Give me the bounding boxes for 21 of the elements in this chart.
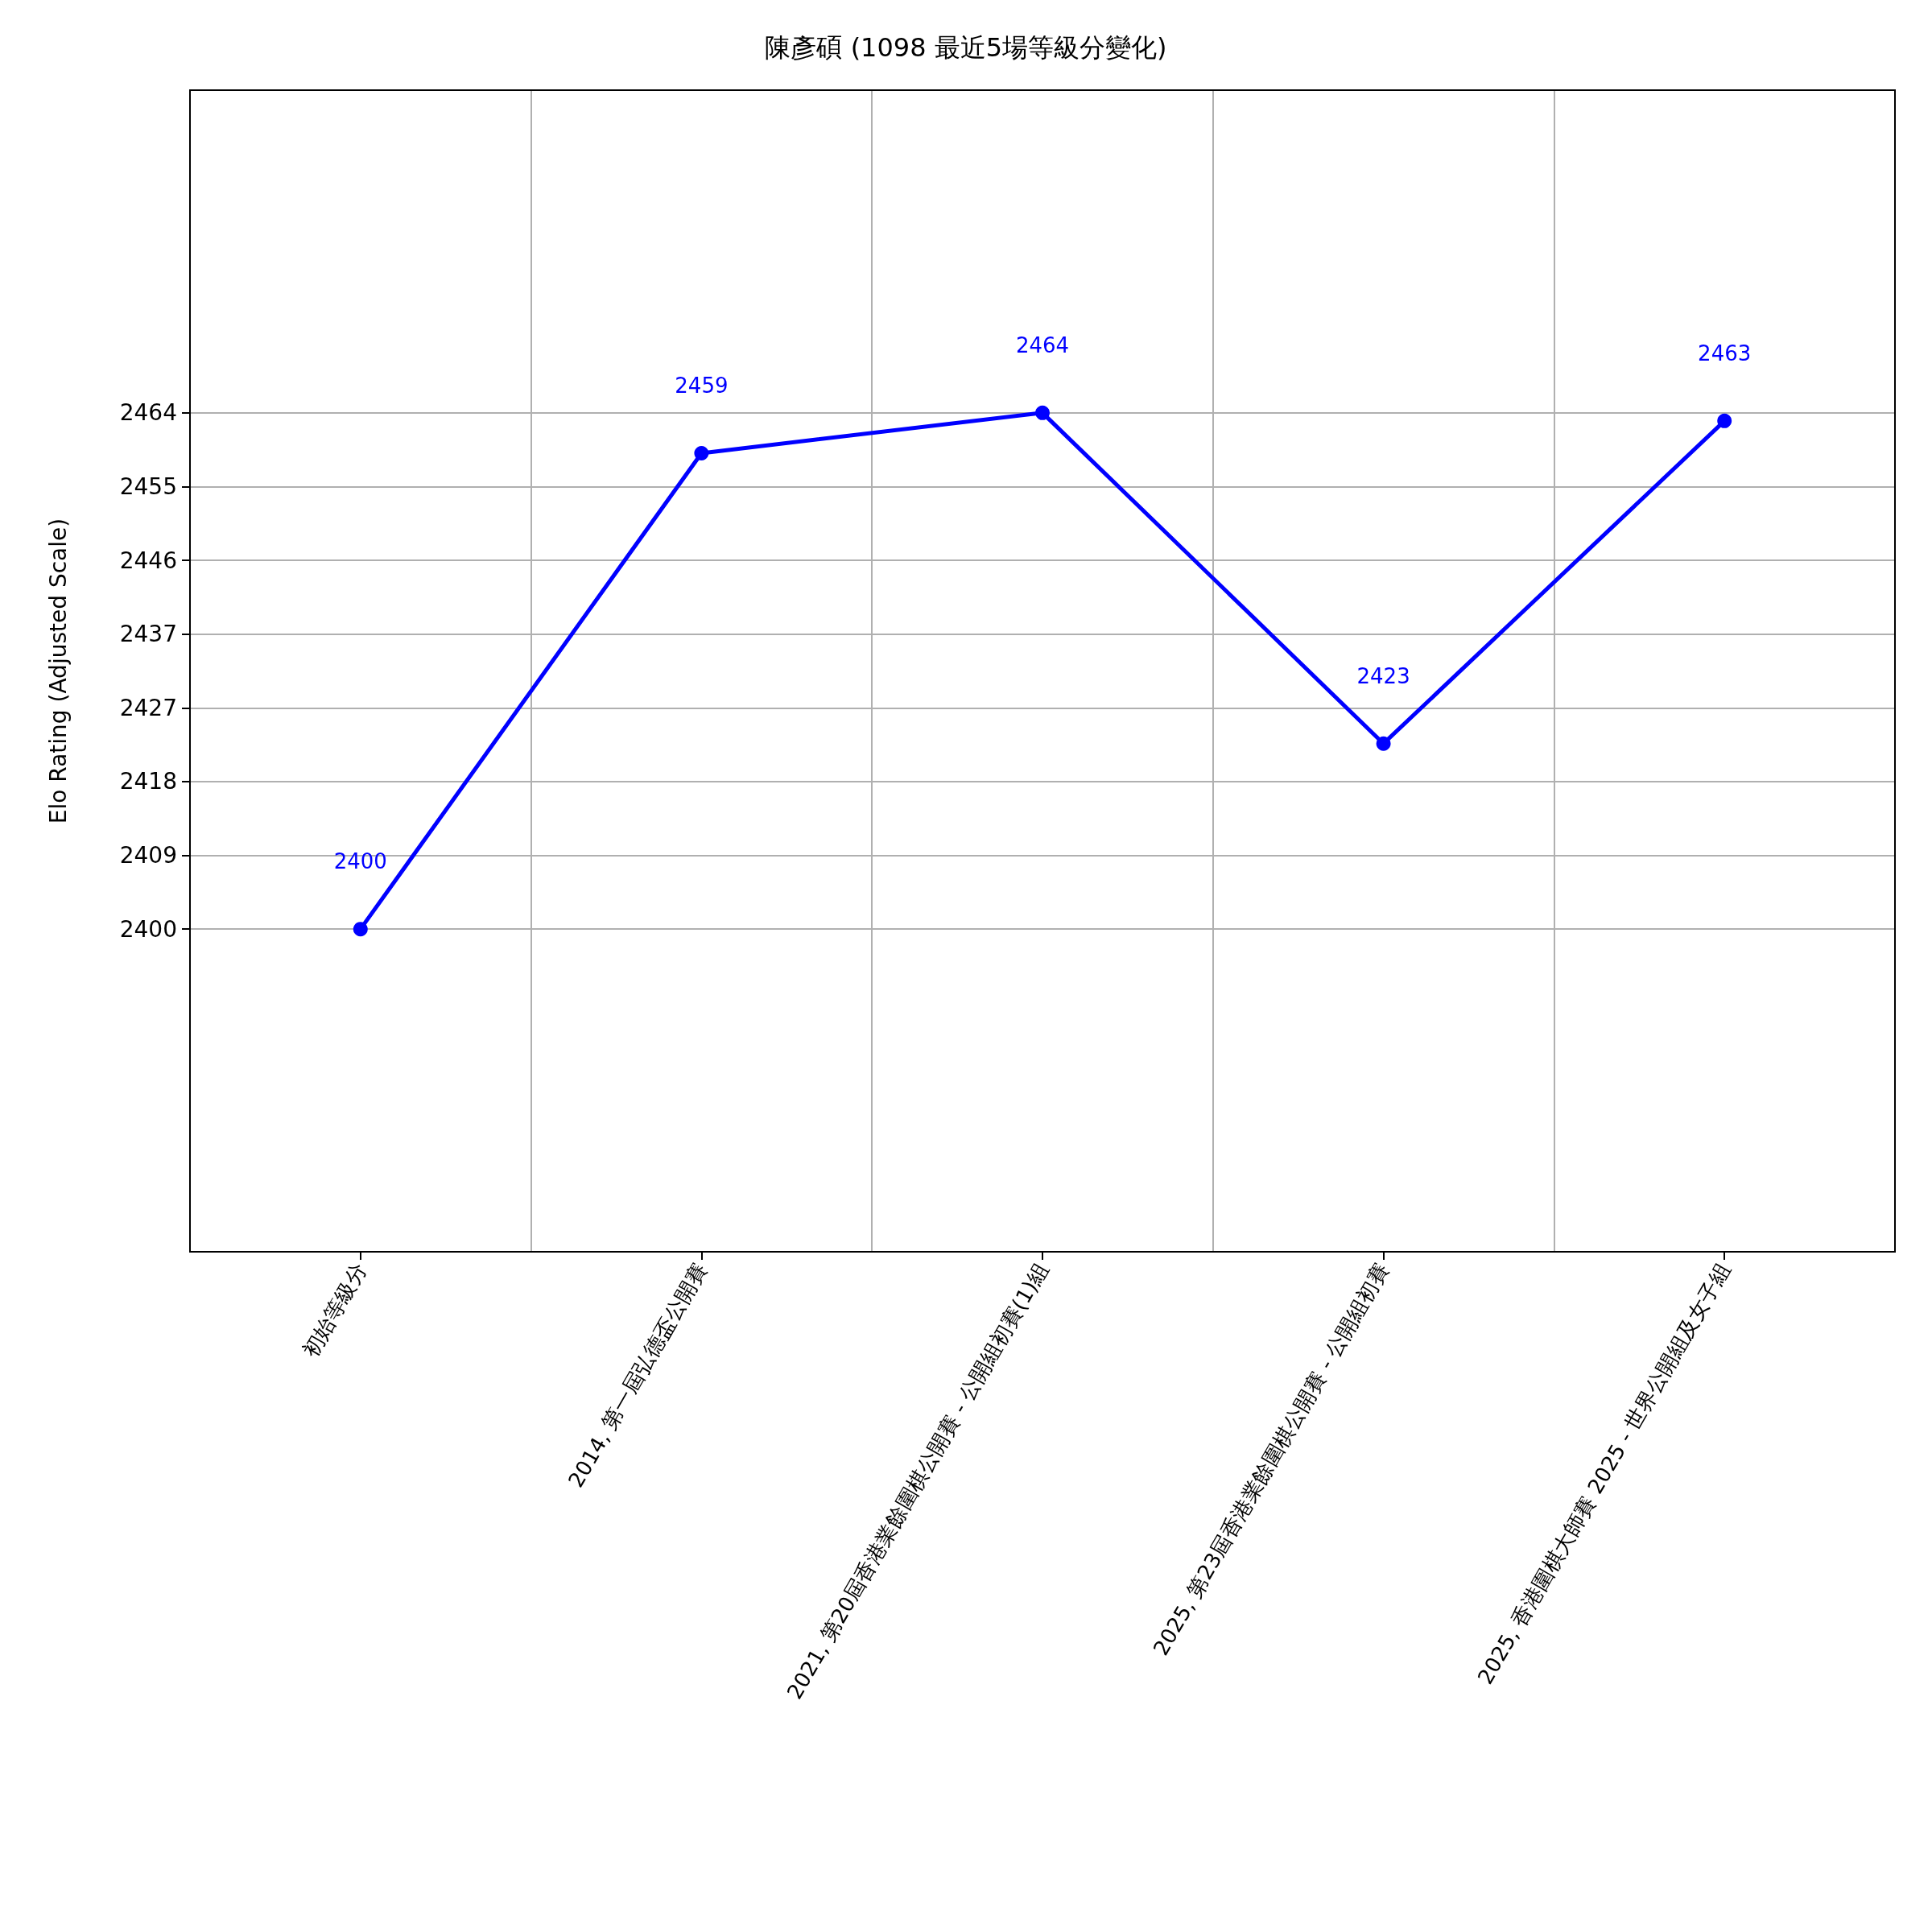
- chart-title: 陳彥碩 (1098 最近5場等級分變化): [765, 32, 1167, 63]
- y-tick-label: 2400: [119, 915, 177, 943]
- data-label: 2463: [1698, 341, 1752, 365]
- point: [1376, 736, 1391, 751]
- point: [1717, 413, 1732, 428]
- y-tick-label: 2455: [119, 473, 177, 500]
- y-axis-title: Elo Rating (Adjusted Scale): [44, 518, 72, 824]
- y-tick-label: 2409: [119, 842, 177, 869]
- y-tick-label: 2437: [119, 621, 177, 648]
- y-tick-label: 2418: [119, 768, 177, 795]
- x-tick-label: 初始等級分: [297, 1258, 371, 1362]
- y-tick-label: 2427: [119, 694, 177, 721]
- y-tick-label: 2464: [119, 399, 177, 427]
- data-label: 2464: [1015, 332, 1070, 357]
- point: [694, 445, 709, 460]
- data-label: 2400: [333, 849, 387, 874]
- point: [1035, 405, 1050, 420]
- point: [353, 922, 368, 937]
- data-label: 2423: [1356, 663, 1410, 688]
- data-label: 2459: [675, 373, 729, 398]
- y-tick-label: 2446: [119, 547, 177, 574]
